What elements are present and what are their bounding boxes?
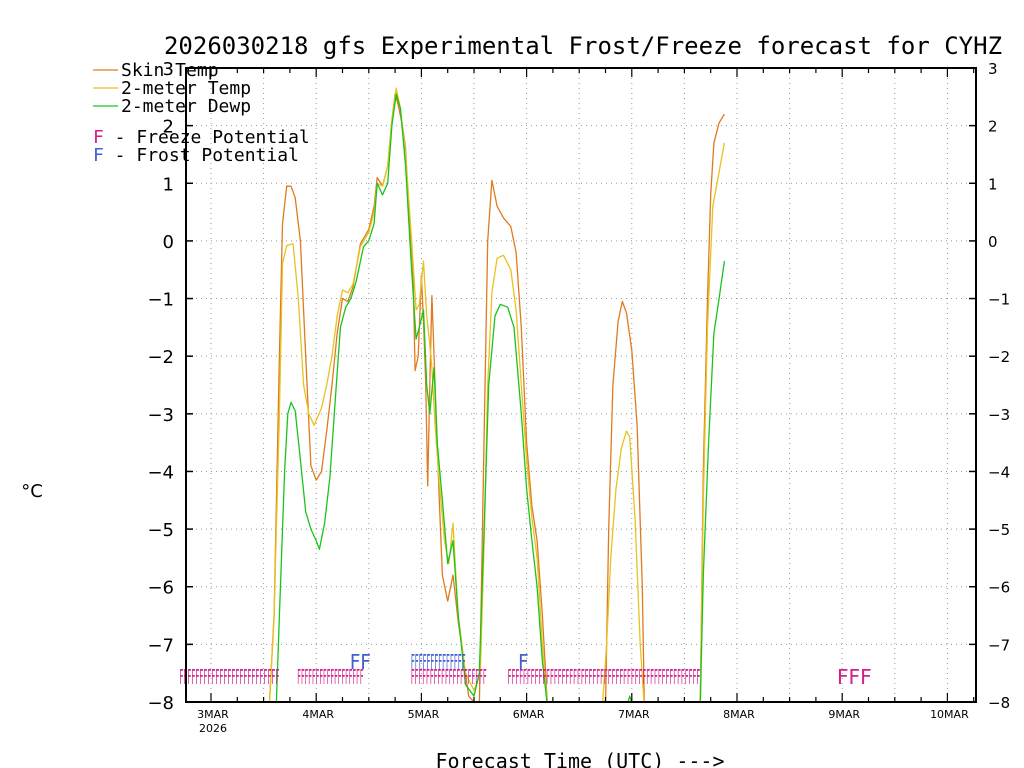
- chart-title: 2026030218 gfs Experimental Frost/Freeze…: [164, 32, 1002, 60]
- frost-potential-flags: F: [518, 650, 529, 674]
- y-tick-label: −7: [147, 635, 174, 656]
- plot-frame: [185, 67, 977, 703]
- y-tick-label: −3: [147, 405, 174, 426]
- y-tick-label: 1: [163, 174, 174, 195]
- x-tick-label: 4MAR: [302, 708, 334, 721]
- y-tick-label: −4: [147, 462, 174, 483]
- freeze-potential-flags: FFFFFFFFFFFFFFFFFF: [297, 665, 363, 689]
- frost-potential-flags: FFFFFFFFFFFFFF: [411, 650, 466, 674]
- y-tick-label: −6: [147, 578, 174, 599]
- freeze-potential-flags: FFFFFFFFFFFFFFFFFFFFFFFFFFFFFFFFFFFFFFFF…: [508, 665, 701, 689]
- y-tick-label: −5: [147, 520, 174, 541]
- y-tick-label-right: 3: [988, 60, 998, 78]
- frost-potential-flags: FF: [350, 650, 371, 674]
- x-tick-label: 9MAR: [828, 708, 860, 721]
- flag-legend-letter: F: [93, 127, 104, 148]
- y-tick-label-right: −6: [988, 579, 1010, 597]
- y-tick-label-right: 0: [988, 233, 998, 251]
- y-tick-label-right: −2: [988, 348, 1010, 366]
- y-tick-label-right: −5: [988, 521, 1010, 539]
- flag-legend-entry: F - Freeze Potential: [93, 127, 310, 148]
- grid: [186, 68, 976, 702]
- x-tick-label: 5MAR: [408, 708, 440, 721]
- freeze-potential-flags: FFFFFFFFFFFFFFFFFFFFFFFFF: [179, 665, 279, 689]
- flag-legend-entry: F - Frost Potential: [93, 145, 299, 166]
- y-tick-label: 3: [163, 59, 174, 80]
- frost-freeze-flags: FFFFFFFFFFFFFFFFFFFFFFFFF FFFFFFFFFFFFFFF…: [179, 650, 871, 689]
- flag-legend-text: - Frost Potential: [104, 145, 299, 166]
- y-tick-label: 2: [163, 117, 174, 138]
- x-tick-label: 8MAR: [723, 708, 755, 721]
- y-tick-label: −8: [147, 693, 174, 714]
- y-axis-label: °C: [21, 481, 43, 502]
- x-tick-label: 3MAR: [197, 708, 229, 721]
- y-tick-label-right: −1: [988, 291, 1010, 309]
- series-lines: [268, 87, 726, 702]
- y-tick-label-right: 1: [988, 175, 998, 193]
- series-line-2-meter-dewp: [275, 93, 726, 702]
- flag-legend-text: - Freeze Potential: [104, 127, 310, 148]
- x-tick-label: 6MAR: [513, 708, 545, 721]
- x-tick-label: 7MAR: [618, 708, 650, 721]
- y-tick-label: 0: [163, 232, 174, 253]
- legend-label: Skin Temp: [121, 60, 219, 81]
- x-tick-sublabel: 2026: [199, 722, 227, 735]
- y-tick-label-right: −3: [988, 406, 1010, 424]
- legend-label: 2-meter Temp: [121, 78, 251, 99]
- series-line-2-meter-temp: [268, 87, 726, 702]
- freeze-potential-flags: FFF: [837, 665, 872, 689]
- legend-label: 2-meter Dewp: [121, 96, 251, 117]
- y-tick-label-right: −7: [988, 636, 1010, 654]
- flag-legend-letter: F: [93, 145, 104, 166]
- axes: −8 −8 −7 −7 −6 −6 −5 −5 −4 −4 −3 −3 −2 −2 −1 −1 0 0 1 1 2 2 3 3…: [147, 59, 1010, 735]
- y-tick-label: −2: [147, 347, 174, 368]
- freeze-potential-flags: FFFFFFFFFFFFFFFFFFFF: [411, 665, 487, 689]
- y-tick-label: −1: [147, 290, 174, 311]
- series-line-skin-temp: [268, 93, 725, 702]
- y-tick-label-right: −4: [988, 463, 1010, 481]
- x-axis-label: Forecast Time (UTC) --->: [436, 749, 725, 768]
- y-tick-label-right: 2: [988, 118, 998, 136]
- y-tick-label-right: −8: [988, 694, 1010, 712]
- x-tick-label: 10MAR: [930, 708, 969, 721]
